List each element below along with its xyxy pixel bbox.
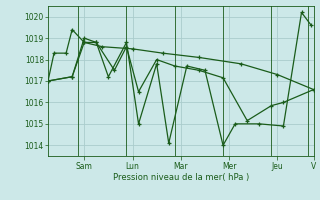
X-axis label: Pression niveau de la mer( hPa ): Pression niveau de la mer( hPa ) (113, 173, 249, 182)
